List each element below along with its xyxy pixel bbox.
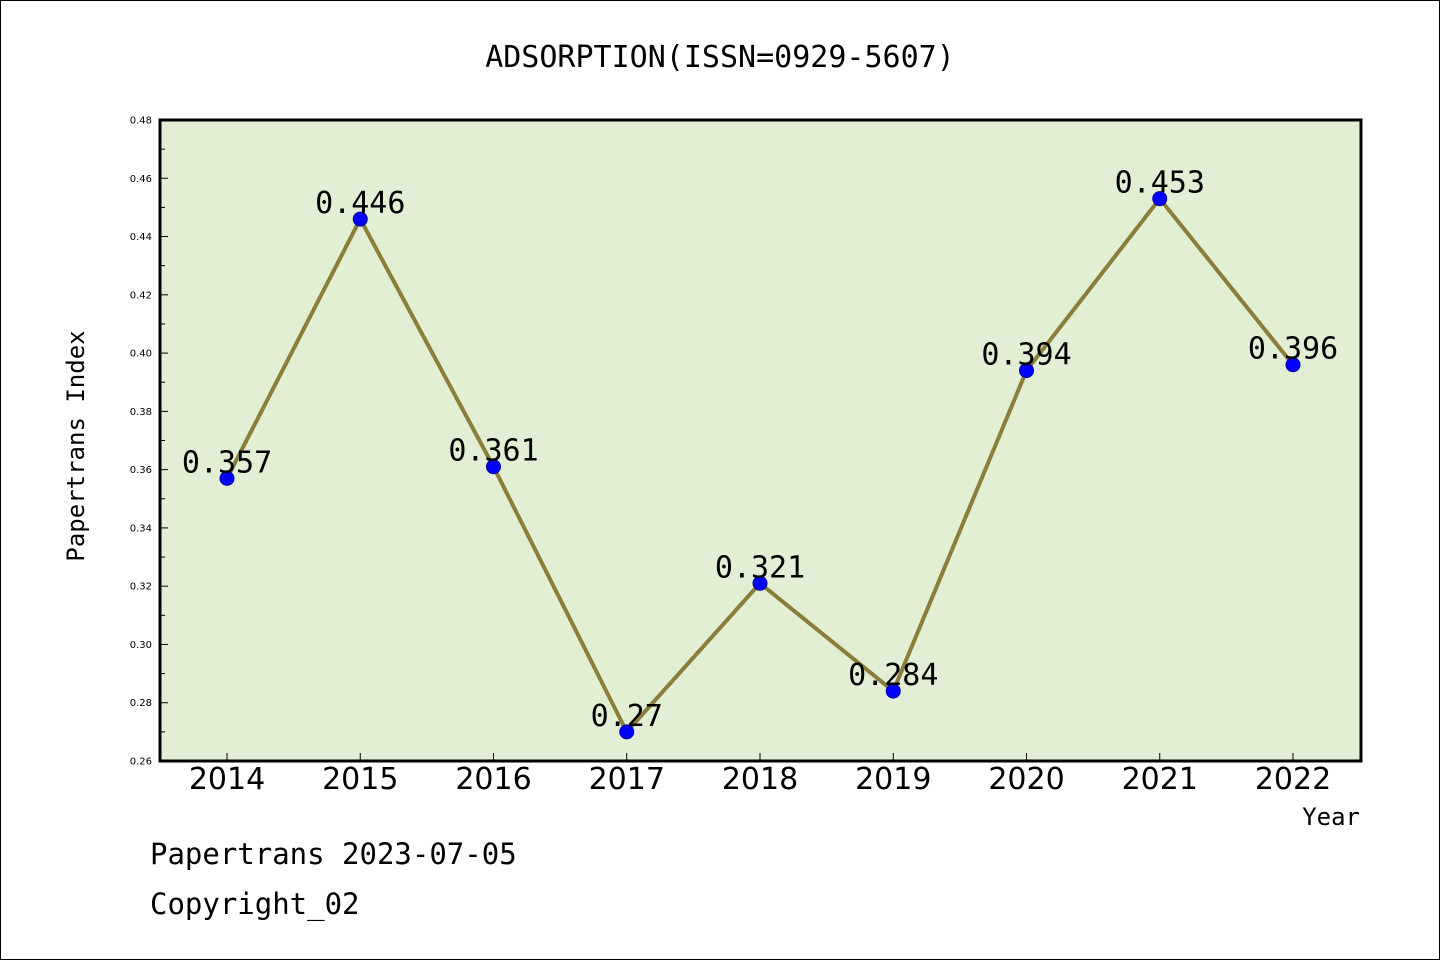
data-point xyxy=(219,470,235,486)
y-tick-label: 0.42 xyxy=(130,290,152,301)
data-label: 0.357 xyxy=(182,445,272,480)
y-tick-label: 0.30 xyxy=(130,640,152,651)
data-label: 0.27 xyxy=(591,699,663,734)
y-tick-label: 0.32 xyxy=(130,582,152,593)
data-label: 0.394 xyxy=(981,338,1071,373)
y-tick-label: 0.26 xyxy=(130,757,152,768)
x-tick-label: 2015 xyxy=(322,762,398,797)
x-tick-label: 2019 xyxy=(855,762,931,797)
y-tick-label: 0.46 xyxy=(130,174,152,185)
data-label: 0.396 xyxy=(1248,332,1338,367)
data-point xyxy=(752,575,768,591)
data-labels: 0.357 0.446 0.361 0.27 0.321 0.284 0.394 0.453 0… xyxy=(182,166,1338,734)
data-point xyxy=(1019,363,1034,379)
chart-title: ADSORPTION(ISSN=0929-5607) xyxy=(485,40,955,75)
x-tick-label: 2020 xyxy=(988,762,1064,797)
x-tick-label: 2017 xyxy=(589,762,665,797)
footer-copyright: Copyright_02 xyxy=(150,887,360,922)
data-point xyxy=(352,211,368,227)
data-markers xyxy=(219,191,1301,740)
data-label: 0.321 xyxy=(715,550,805,585)
plot-area xyxy=(160,120,1361,761)
x-tick-label: 2014 xyxy=(189,762,265,797)
data-label: 0.453 xyxy=(1115,166,1205,201)
data-point xyxy=(1285,357,1301,373)
y-tick-label: 0.40 xyxy=(130,349,152,360)
data-point xyxy=(885,683,901,699)
x-tick-label: 2021 xyxy=(1122,762,1198,797)
x-tick-label: 2018 xyxy=(722,762,798,797)
data-point xyxy=(619,724,635,740)
x-axis-label: Year xyxy=(1302,803,1360,831)
y-tick-label: 0.44 xyxy=(130,232,152,243)
plot-border xyxy=(158,118,1363,763)
y-tick-label: 0.28 xyxy=(130,698,152,709)
footer-source: Papertrans 2023-07-05 xyxy=(150,837,517,871)
y-tick-label: 0.36 xyxy=(130,465,152,476)
data-label: 0.361 xyxy=(448,434,538,469)
y-tick-label: 0.38 xyxy=(130,407,152,418)
x-tick-label: 2022 xyxy=(1255,762,1331,797)
y-axis-label: Papertrans Index xyxy=(62,330,90,561)
data-label: 0.284 xyxy=(848,658,938,693)
y-tick-label: 0.34 xyxy=(130,523,152,534)
data-label: 0.446 xyxy=(315,186,405,221)
x-axis-ticks: 2014 2015 2016 2017 2018 2019 2020 2021 2022 xyxy=(189,753,1331,797)
data-point xyxy=(1152,191,1168,207)
y-tick-label: 0.48 xyxy=(130,116,152,127)
x-tick-label: 2016 xyxy=(455,762,531,797)
data-point xyxy=(486,459,501,475)
